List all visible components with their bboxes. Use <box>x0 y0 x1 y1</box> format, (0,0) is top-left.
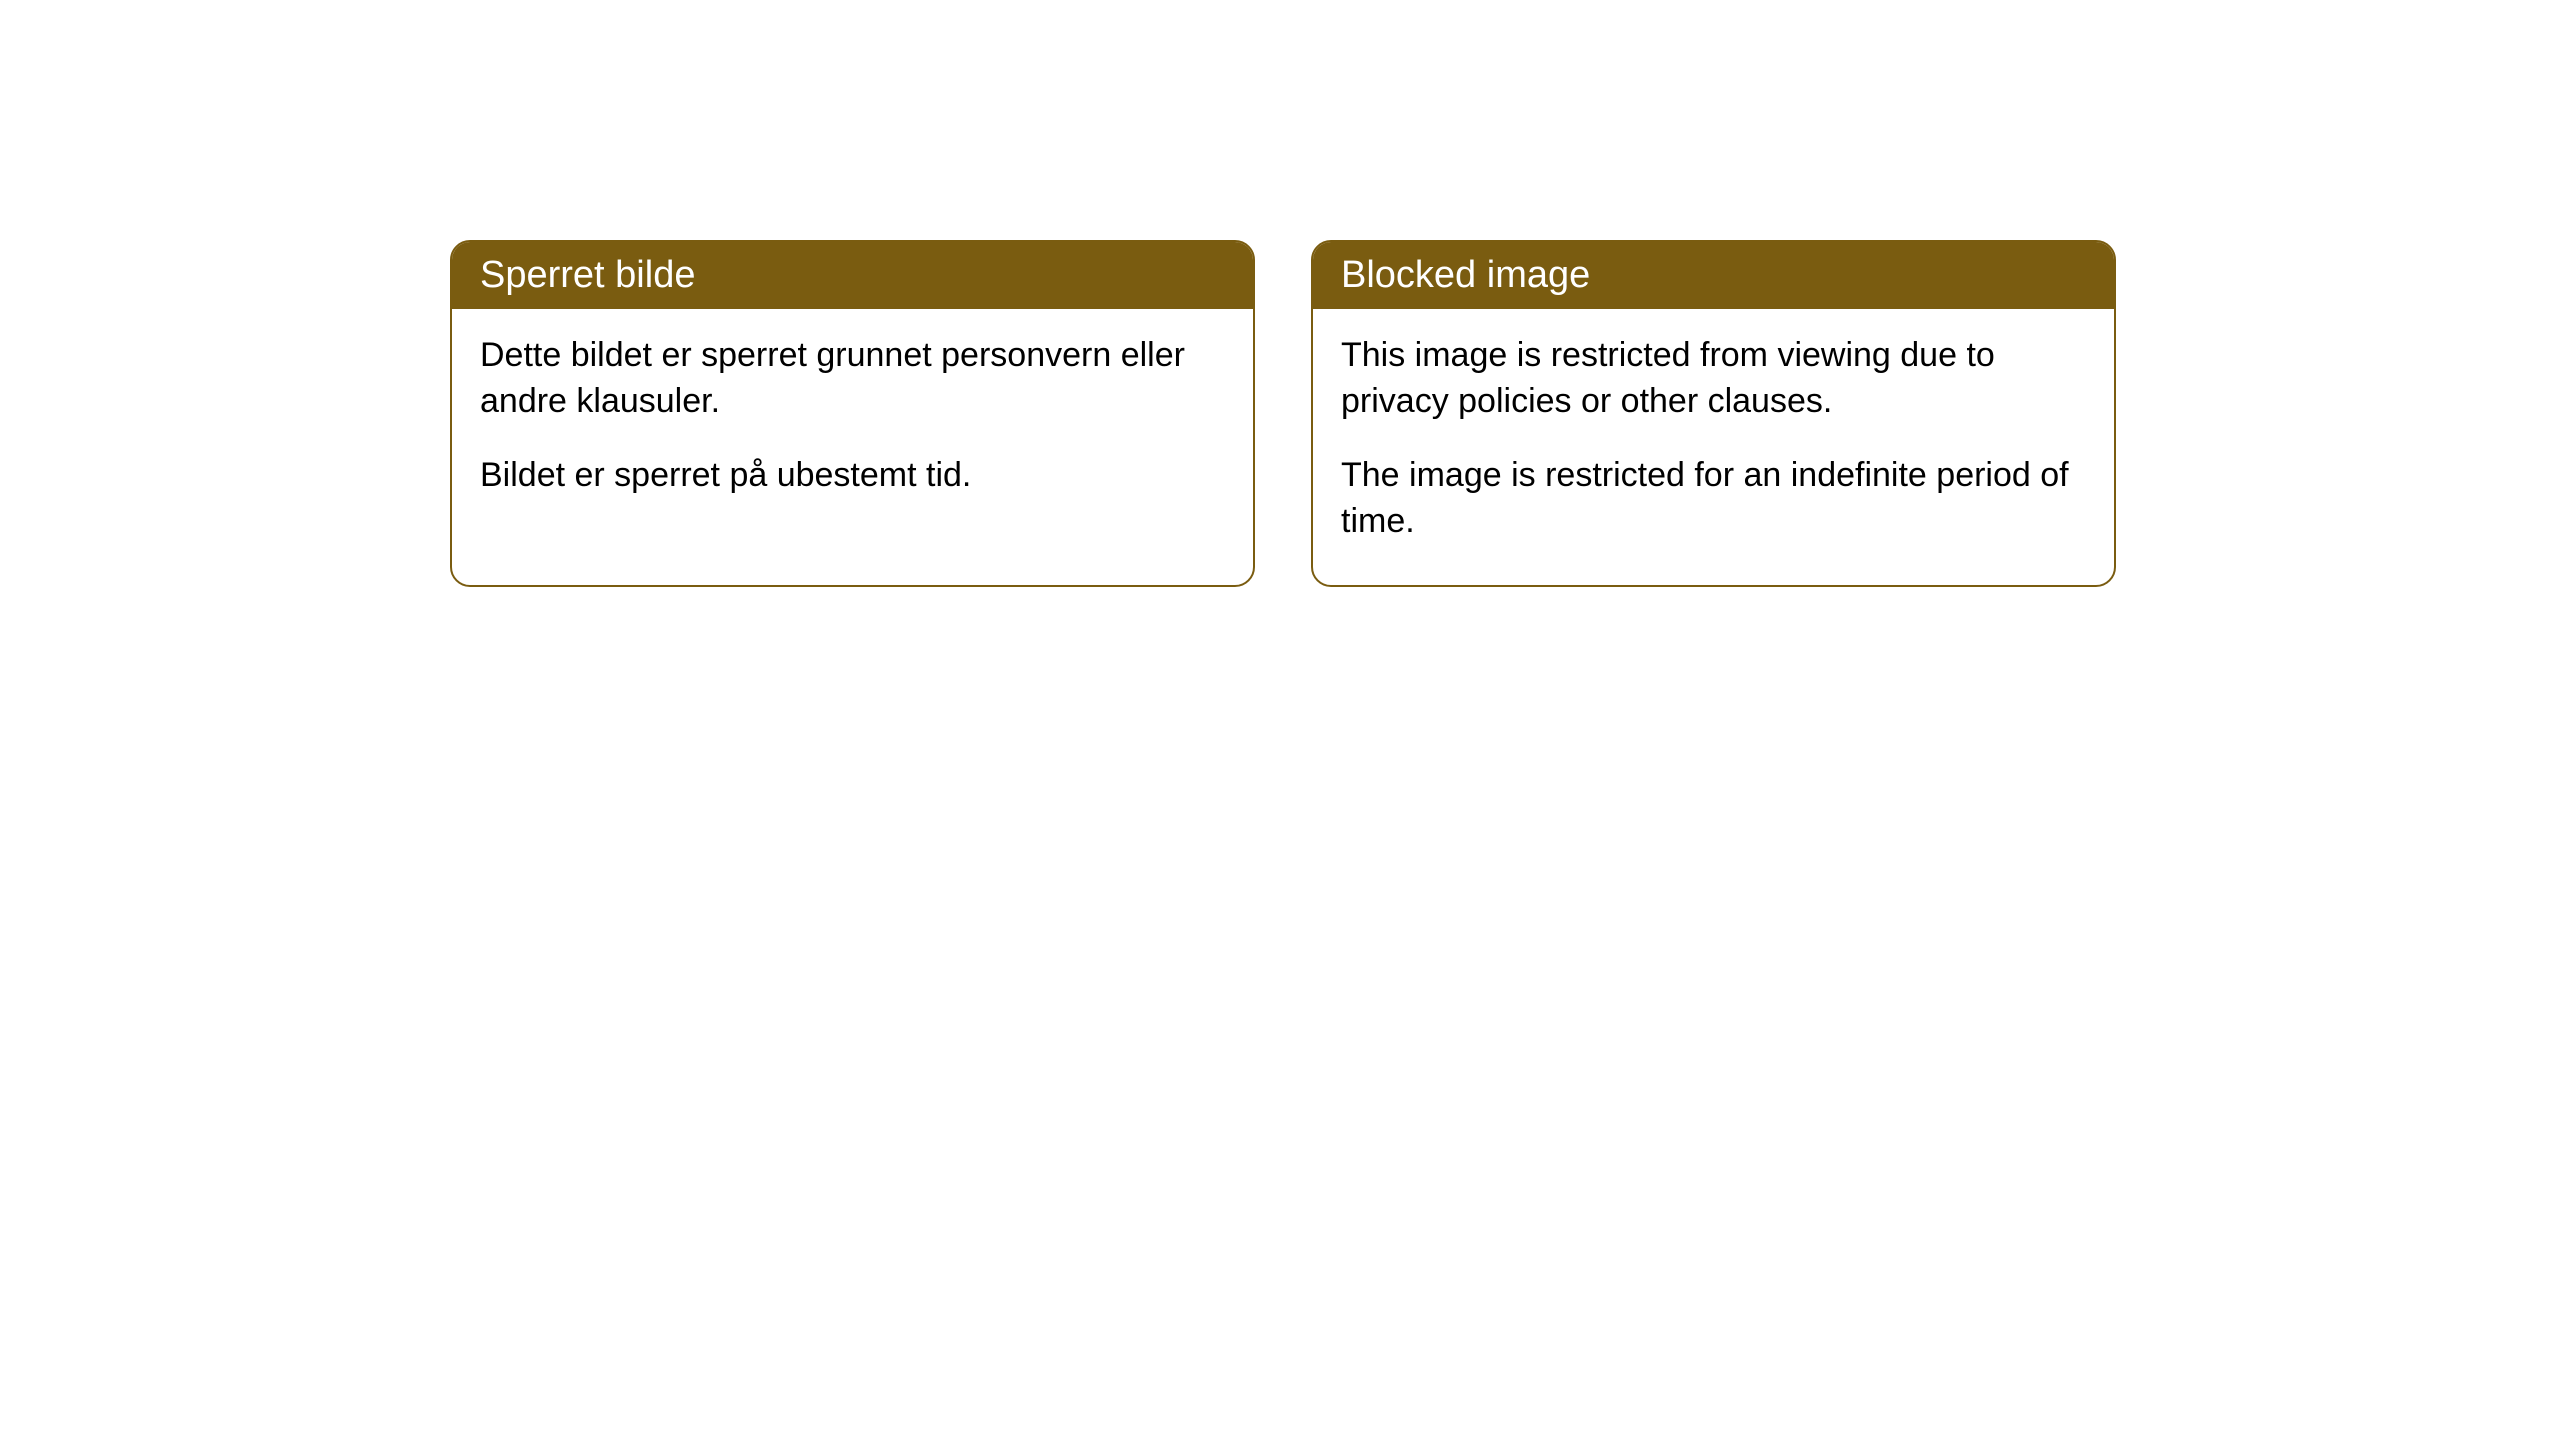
blocked-image-card-no: Sperret bilde Dette bildet er sperret gr… <box>450 240 1255 587</box>
card-title-en: Blocked image <box>1341 254 1590 296</box>
card-body-en: This image is restricted from viewing du… <box>1313 309 2114 585</box>
card-paragraph-no-2: Bildet er sperret på ubestemt tid. <box>480 453 1225 499</box>
card-paragraph-en-2: The image is restricted for an indefinit… <box>1341 453 2086 545</box>
card-paragraph-en-1: This image is restricted from viewing du… <box>1341 333 2086 425</box>
blocked-image-card-en: Blocked image This image is restricted f… <box>1311 240 2116 587</box>
card-paragraph-no-1: Dette bildet er sperret grunnet personve… <box>480 333 1225 425</box>
notice-cards-container: Sperret bilde Dette bildet er sperret gr… <box>450 240 2116 587</box>
card-title-no: Sperret bilde <box>480 254 695 296</box>
card-header-en: Blocked image <box>1313 242 2114 309</box>
card-body-no: Dette bildet er sperret grunnet personve… <box>452 309 1253 539</box>
card-header-no: Sperret bilde <box>452 242 1253 309</box>
